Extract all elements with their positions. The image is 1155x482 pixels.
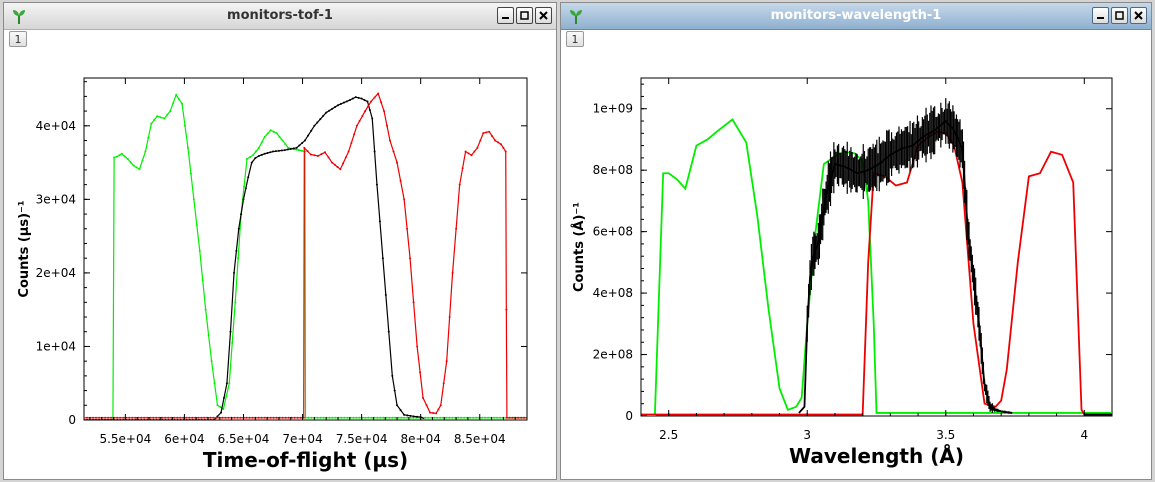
maximize-button[interactable]	[516, 7, 533, 24]
y-axis-title: Counts (Å)⁻¹	[571, 202, 587, 292]
series-line-2	[798, 119, 1013, 414]
x-tick-label: 6e+04	[164, 432, 204, 446]
y-axis-title: Counts (µs)⁻¹	[17, 200, 32, 297]
x-axis-title: Time-of-flight (µs)	[203, 448, 408, 472]
app-logo-icon	[570, 10, 582, 24]
maximize-icon	[520, 11, 529, 20]
maximize-button[interactable]	[1111, 7, 1128, 24]
plot-frame	[640, 77, 1113, 417]
y-tick-label: 0	[625, 409, 633, 423]
y-tick-label: 8e+08	[593, 163, 633, 177]
x-tick-label: 2.5	[659, 428, 678, 442]
x-tick-label: 8e+04	[401, 432, 441, 446]
y-tick-label: 1e+09	[593, 102, 633, 116]
tof-window: monitors-tof-1 1 5.5e+04 6e+04 6.5e+04 7e+0…	[3, 2, 557, 480]
close-button[interactable]	[535, 7, 552, 24]
x-tick-label: 5.5e+04	[99, 432, 151, 446]
tof-plot[interactable]: 5.5e+04 6e+04 6.5e+04 7e+04 7.5e+04 8e+04 8.5e…	[4, 3, 556, 479]
minimize-button[interactable]	[497, 7, 514, 24]
series-line-1	[641, 130, 1112, 416]
title-bar[interactable]: monitors-tof-1	[4, 3, 556, 30]
y-tick-label: 0	[68, 413, 76, 427]
wavelength-window: monitors-wavelength-1 1 2.5 3 3.5 4 0 2e+08 4e…	[560, 2, 1152, 480]
minimize-button[interactable]	[1092, 7, 1109, 24]
minimize-icon	[502, 17, 509, 19]
tab-button[interactable]: 1	[566, 31, 584, 47]
minimize-icon	[1097, 17, 1104, 19]
window-title: monitors-tof-1	[227, 8, 333, 23]
x-tick-label: 6.5e+04	[218, 432, 270, 446]
x-tick-label: 3.5	[936, 428, 955, 442]
app-logo-icon	[13, 10, 25, 24]
y-tick-label: 4e+04	[36, 119, 76, 133]
y-tick-label: 2e+04	[36, 266, 76, 280]
y-tick-label: 4e+08	[593, 286, 633, 300]
window-title: monitors-wavelength-1	[770, 8, 942, 23]
y-tick-label: 1e+04	[36, 339, 76, 353]
y-tick-label: 3e+04	[36, 192, 76, 206]
x-tick-label: 3	[803, 428, 811, 442]
wavelength-plot[interactable]: 2.5 3 3.5 4 0 2e+08 4e+08 6e+08 8e+08 1e+09 Wavele…	[561, 3, 1151, 479]
x-axis-title: Wavelength (Å)	[789, 444, 964, 468]
x-tick-label: 7.5e+04	[336, 432, 388, 446]
y-tick-label: 2e+08	[593, 348, 633, 362]
close-button[interactable]	[1130, 7, 1147, 24]
series-markers-1	[84, 96, 422, 420]
series-line-0	[641, 118, 1112, 416]
tab-button[interactable]: 1	[9, 31, 27, 47]
x-tick-label: 8.5e+04	[454, 432, 506, 446]
maximize-icon	[1115, 11, 1124, 20]
x-tick-label: 7e+04	[282, 432, 322, 446]
title-bar[interactable]: monitors-wavelength-1	[561, 3, 1151, 30]
y-tick-label: 6e+08	[593, 225, 633, 239]
close-icon	[539, 11, 548, 20]
series-markers-2	[84, 92, 526, 419]
close-icon	[1134, 11, 1143, 20]
x-tick-label: 4	[1080, 428, 1088, 442]
